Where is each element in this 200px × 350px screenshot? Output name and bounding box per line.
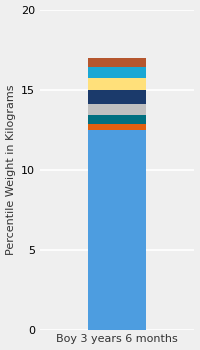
Bar (88, 130, 146, 330)
Bar (88, 115, 146, 124)
Bar (88, 58, 146, 67)
Bar (88, 78, 146, 90)
Bar (88, 104, 146, 115)
Bar (88, 124, 146, 130)
Bar (88, 90, 146, 104)
Y-axis label: Percentile Weight in Kilograms: Percentile Weight in Kilograms (6, 84, 16, 255)
Bar (88, 67, 146, 78)
